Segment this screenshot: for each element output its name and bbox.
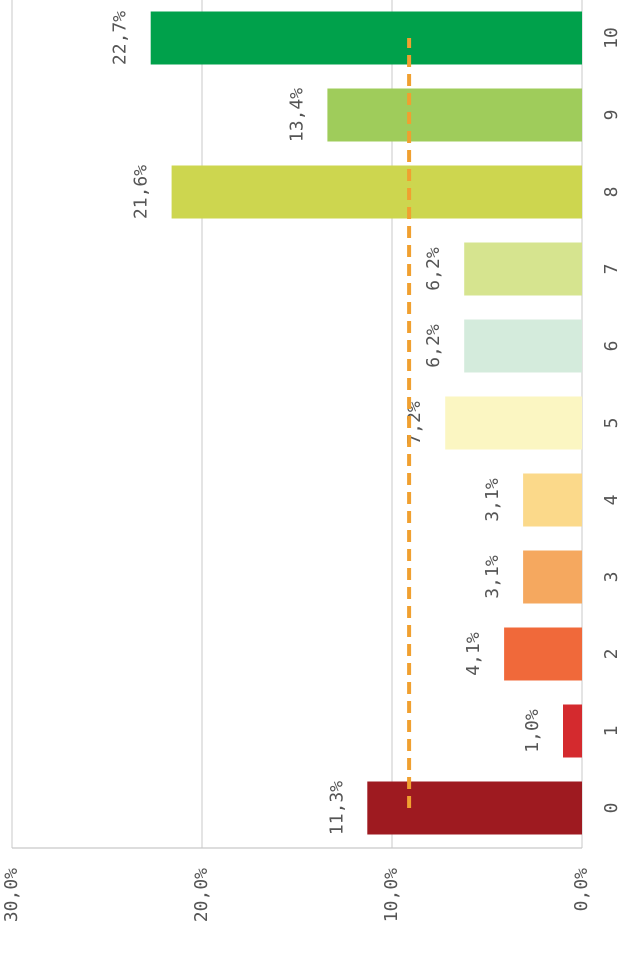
x-tick-label: 9: [601, 110, 622, 121]
bar: [171, 165, 582, 219]
data-label: 1,0%: [522, 709, 543, 753]
x-tick-label: 0: [601, 803, 622, 814]
x-tick-label: 7: [601, 264, 622, 275]
bar: [445, 396, 583, 450]
x-tick-label: 5: [601, 418, 622, 429]
bar: [504, 627, 583, 681]
x-tick-label: 4: [601, 495, 622, 506]
data-label: 21,6%: [131, 165, 152, 219]
x-tick-label: 10: [601, 27, 622, 49]
x-tick-label: 8: [601, 187, 622, 198]
data-label: 6,2%: [423, 324, 444, 368]
bar: [523, 473, 582, 527]
bar: [523, 550, 582, 604]
data-label: 4,1%: [463, 632, 484, 676]
x-tick-label: 1: [601, 726, 622, 737]
y-tick-label: 20,0%: [191, 868, 212, 922]
data-label: 11,3%: [326, 781, 347, 835]
bar: [464, 319, 583, 373]
plot-area: 0,0% 10,0% 20,0% 30,0% 0 11,3% 1 1,0% 2 4,1% 3 3,1%…: [1, 0, 622, 922]
data-label: 3,1%: [482, 555, 503, 599]
data-label: 7,2%: [404, 401, 425, 445]
x-tick-label: 3: [601, 572, 622, 583]
y-tick-label: 30,0%: [1, 868, 22, 922]
data-label: 13,4%: [286, 88, 307, 142]
x-tick-label: 2: [601, 649, 622, 660]
data-label: 22,7%: [110, 11, 131, 65]
bar: [563, 704, 582, 758]
bar: [464, 242, 583, 296]
x-tick-label: 6: [601, 341, 622, 352]
bar: [150, 11, 582, 65]
data-label: 6,2%: [423, 247, 444, 291]
y-tick-label: 0,0%: [571, 868, 592, 912]
bar: [367, 781, 582, 835]
bar: [327, 88, 582, 142]
data-label: 3,1%: [482, 478, 503, 522]
y-tick-label: 10,0%: [381, 868, 402, 922]
